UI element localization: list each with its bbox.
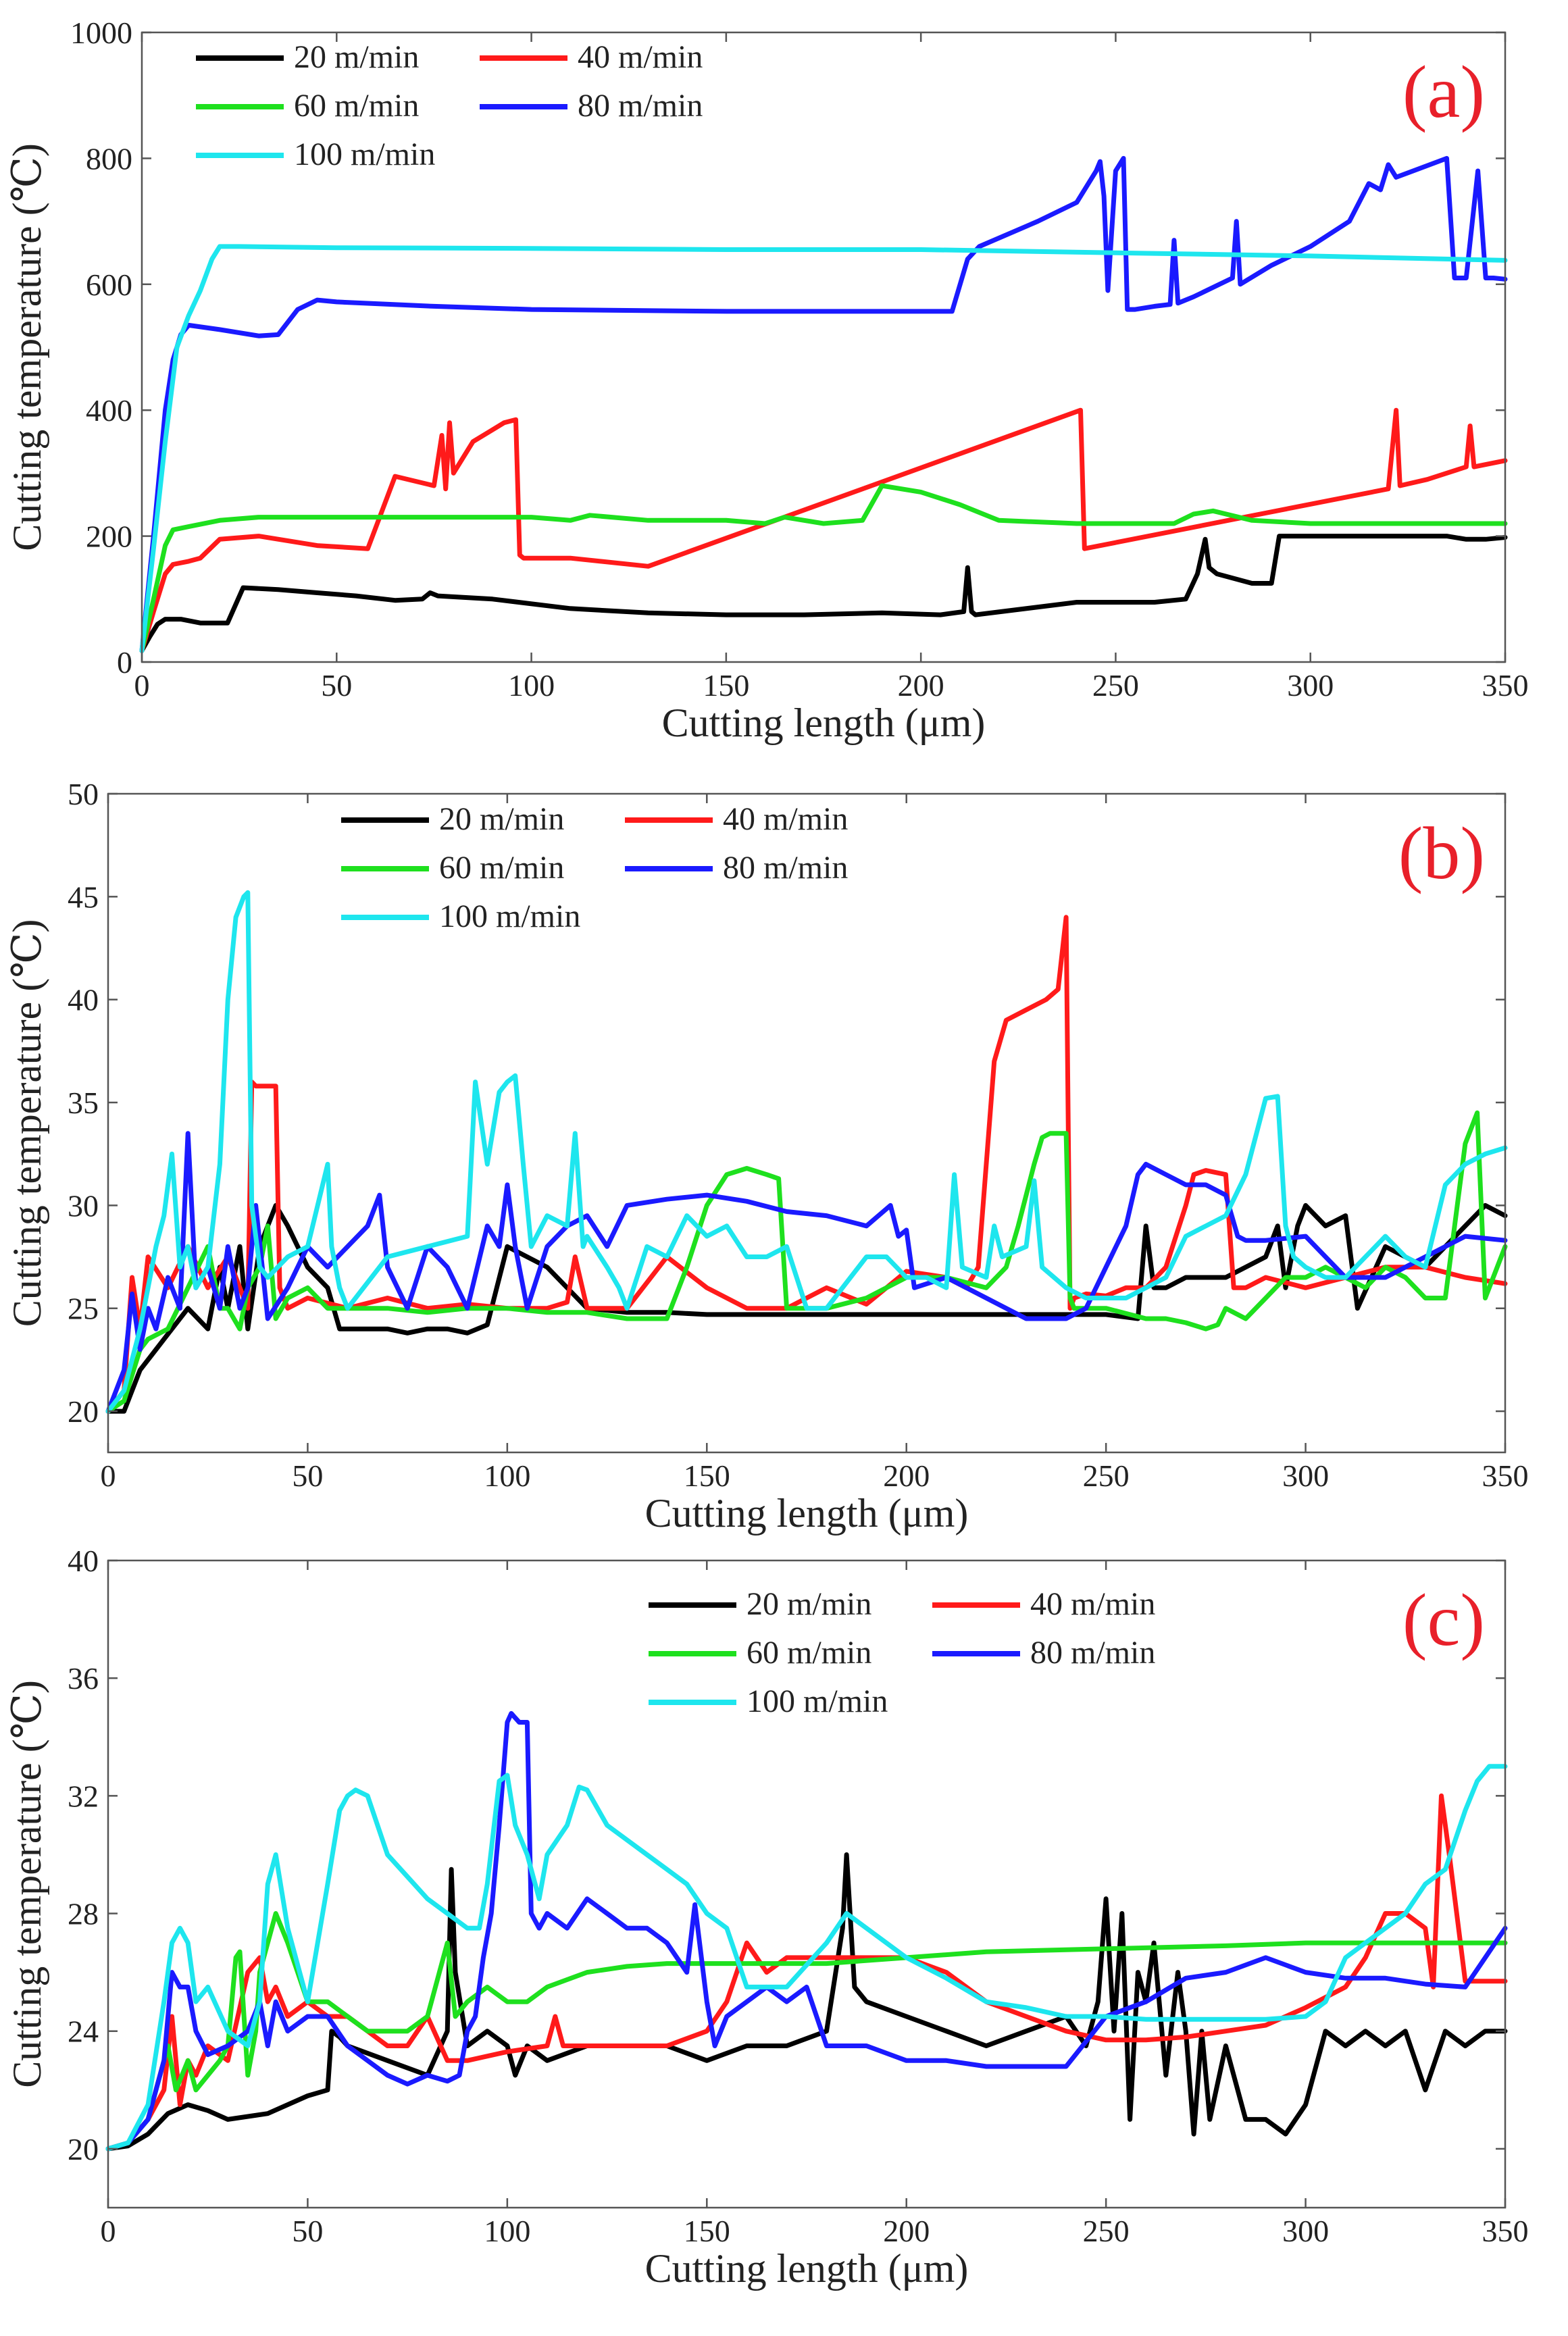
y-tick-label: 30: [68, 1188, 99, 1223]
x-tick-label: 100: [484, 2214, 530, 2248]
legend-label: 40 m/min: [578, 39, 703, 75]
y-tick-label: 600: [86, 268, 132, 302]
legend-label: 20 m/min: [294, 39, 419, 75]
legend-label: 80 m/min: [1030, 1635, 1155, 1671]
y-tick-label: 32: [68, 1779, 99, 1813]
x-axis-title: Cutting length (μm): [662, 701, 986, 745]
series-line-80-m-min: [105, 1710, 1508, 2152]
legend-label: 100 m/min: [747, 1683, 888, 1719]
x-tick-label: 250: [1083, 1458, 1130, 1493]
legend-label: 20 m/min: [747, 1586, 871, 1622]
legend-label: 100 m/min: [439, 898, 580, 934]
panel-label: (c): [1402, 1579, 1485, 1661]
x-tick-label: 200: [883, 2214, 930, 2248]
y-tick-label: 45: [68, 880, 99, 914]
legend: 20 m/min 40 m/min 60 m/min 80 m/min 100 m/mi…: [649, 1586, 1155, 1719]
x-tick-label: 50: [321, 668, 352, 703]
x-tick-label: 200: [898, 668, 944, 703]
y-tick-label: 400: [86, 393, 132, 428]
legend-label: 60 m/min: [294, 88, 419, 124]
x-tick-label: 100: [508, 668, 555, 703]
y-tick-label: 1000: [70, 16, 132, 50]
panel-c: 0 50 100 150 200 250 300 350 20 24 28 32 36 40 Cutting…: [5, 1544, 1529, 2291]
legend-label: 80 m/min: [723, 850, 848, 886]
x-tick-label: 0: [134, 668, 150, 703]
series-line-60-m-min: [139, 483, 1508, 653]
y-tick-label: 40: [68, 1544, 99, 1578]
y-tick-label: 20: [68, 1394, 99, 1429]
x-tick-label: 50: [292, 2214, 323, 2248]
plot-frame: [141, 31, 1507, 663]
y-tick-label: 50: [68, 777, 99, 811]
x-tick-label: 300: [1287, 668, 1334, 703]
x-tick-label: 100: [484, 1458, 530, 1493]
x-tick-label: 50: [292, 1458, 323, 1493]
legend-label: 80 m/min: [578, 88, 703, 124]
y-tick-label: 28: [68, 1897, 99, 1931]
y-tick-label: 800: [86, 141, 132, 176]
x-tick-label: 150: [684, 1458, 730, 1493]
x-tick-label: 350: [1482, 2214, 1529, 2248]
y-tick-label: 200: [86, 519, 132, 554]
x-axis-title: Cutting length (μm): [645, 2246, 969, 2291]
legend-label: 40 m/min: [723, 801, 848, 837]
legend-label: 20 m/min: [439, 801, 564, 837]
y-axis-title: Cutting temperature (℃): [5, 1680, 49, 2088]
y-axis-title: Cutting temperature (℃): [5, 919, 49, 1327]
legend-label: 60 m/min: [439, 850, 564, 886]
panel-a: 0 50 100 150 200 250 300 350 0 200 400 600 800 1000 Cu…: [5, 16, 1529, 745]
x-tick-label: 350: [1482, 668, 1529, 703]
y-tick-label: 36: [68, 1661, 99, 1696]
panel-b: 0 50 100 150 200 250 300 350 20 25 30 35 40 45 50 Cutti…: [5, 777, 1529, 1535]
legend: 20 m/min 40 m/min 60 m/min 80 m/min 100 m/mi…: [196, 39, 703, 172]
series-line-100-m-min: [105, 1764, 1508, 2152]
x-tick-label: 200: [883, 1458, 930, 1493]
y-tick-label: 24: [68, 2014, 99, 2049]
y-axis-title: Cutting temperature (℃): [5, 143, 49, 551]
series-line-40-m-min: [139, 407, 1508, 653]
plot-frame: [107, 1559, 1507, 2209]
panel-label: (a): [1402, 51, 1485, 133]
legend-label: 40 m/min: [1030, 1586, 1155, 1622]
y-tick-label: 20: [68, 2132, 99, 2166]
series-line-100-m-min: [105, 890, 1508, 1414]
x-tick-label: 0: [101, 1458, 116, 1493]
series-line-100-m-min: [139, 244, 1508, 653]
legend-label: 60 m/min: [747, 1635, 871, 1671]
x-tick-label: 350: [1482, 1458, 1529, 1493]
series-line-80-m-min: [139, 155, 1508, 653]
y-tick-label: 40: [68, 983, 99, 1017]
panel-label: (b): [1398, 812, 1485, 894]
y-tick-label: 25: [68, 1292, 99, 1326]
x-axis-title: Cutting length (μm): [645, 1491, 969, 1535]
x-tick-label: 250: [1092, 668, 1139, 703]
y-tick-label: 0: [117, 645, 132, 680]
x-tick-label: 250: [1083, 2214, 1130, 2248]
series-line-60-m-min: [105, 1911, 1508, 2152]
x-tick-label: 150: [684, 2214, 730, 2248]
x-tick-label: 150: [703, 668, 749, 703]
series-line-20-m-min: [139, 534, 1508, 653]
legend-label: 100 m/min: [294, 136, 435, 172]
x-tick-label: 300: [1282, 1458, 1329, 1493]
y-tick-label: 35: [68, 1086, 99, 1120]
x-tick-label: 0: [101, 2214, 116, 2248]
series-line-80-m-min: [105, 1131, 1508, 1414]
x-tick-label: 300: [1282, 2214, 1329, 2248]
series-line-40-m-min: [105, 915, 1508, 1414]
series-line-40-m-min: [105, 1793, 1508, 2152]
legend: 20 m/min 40 m/min 60 m/min 80 m/min 100 m/mi…: [341, 801, 848, 934]
plot-frame: [107, 792, 1507, 1454]
